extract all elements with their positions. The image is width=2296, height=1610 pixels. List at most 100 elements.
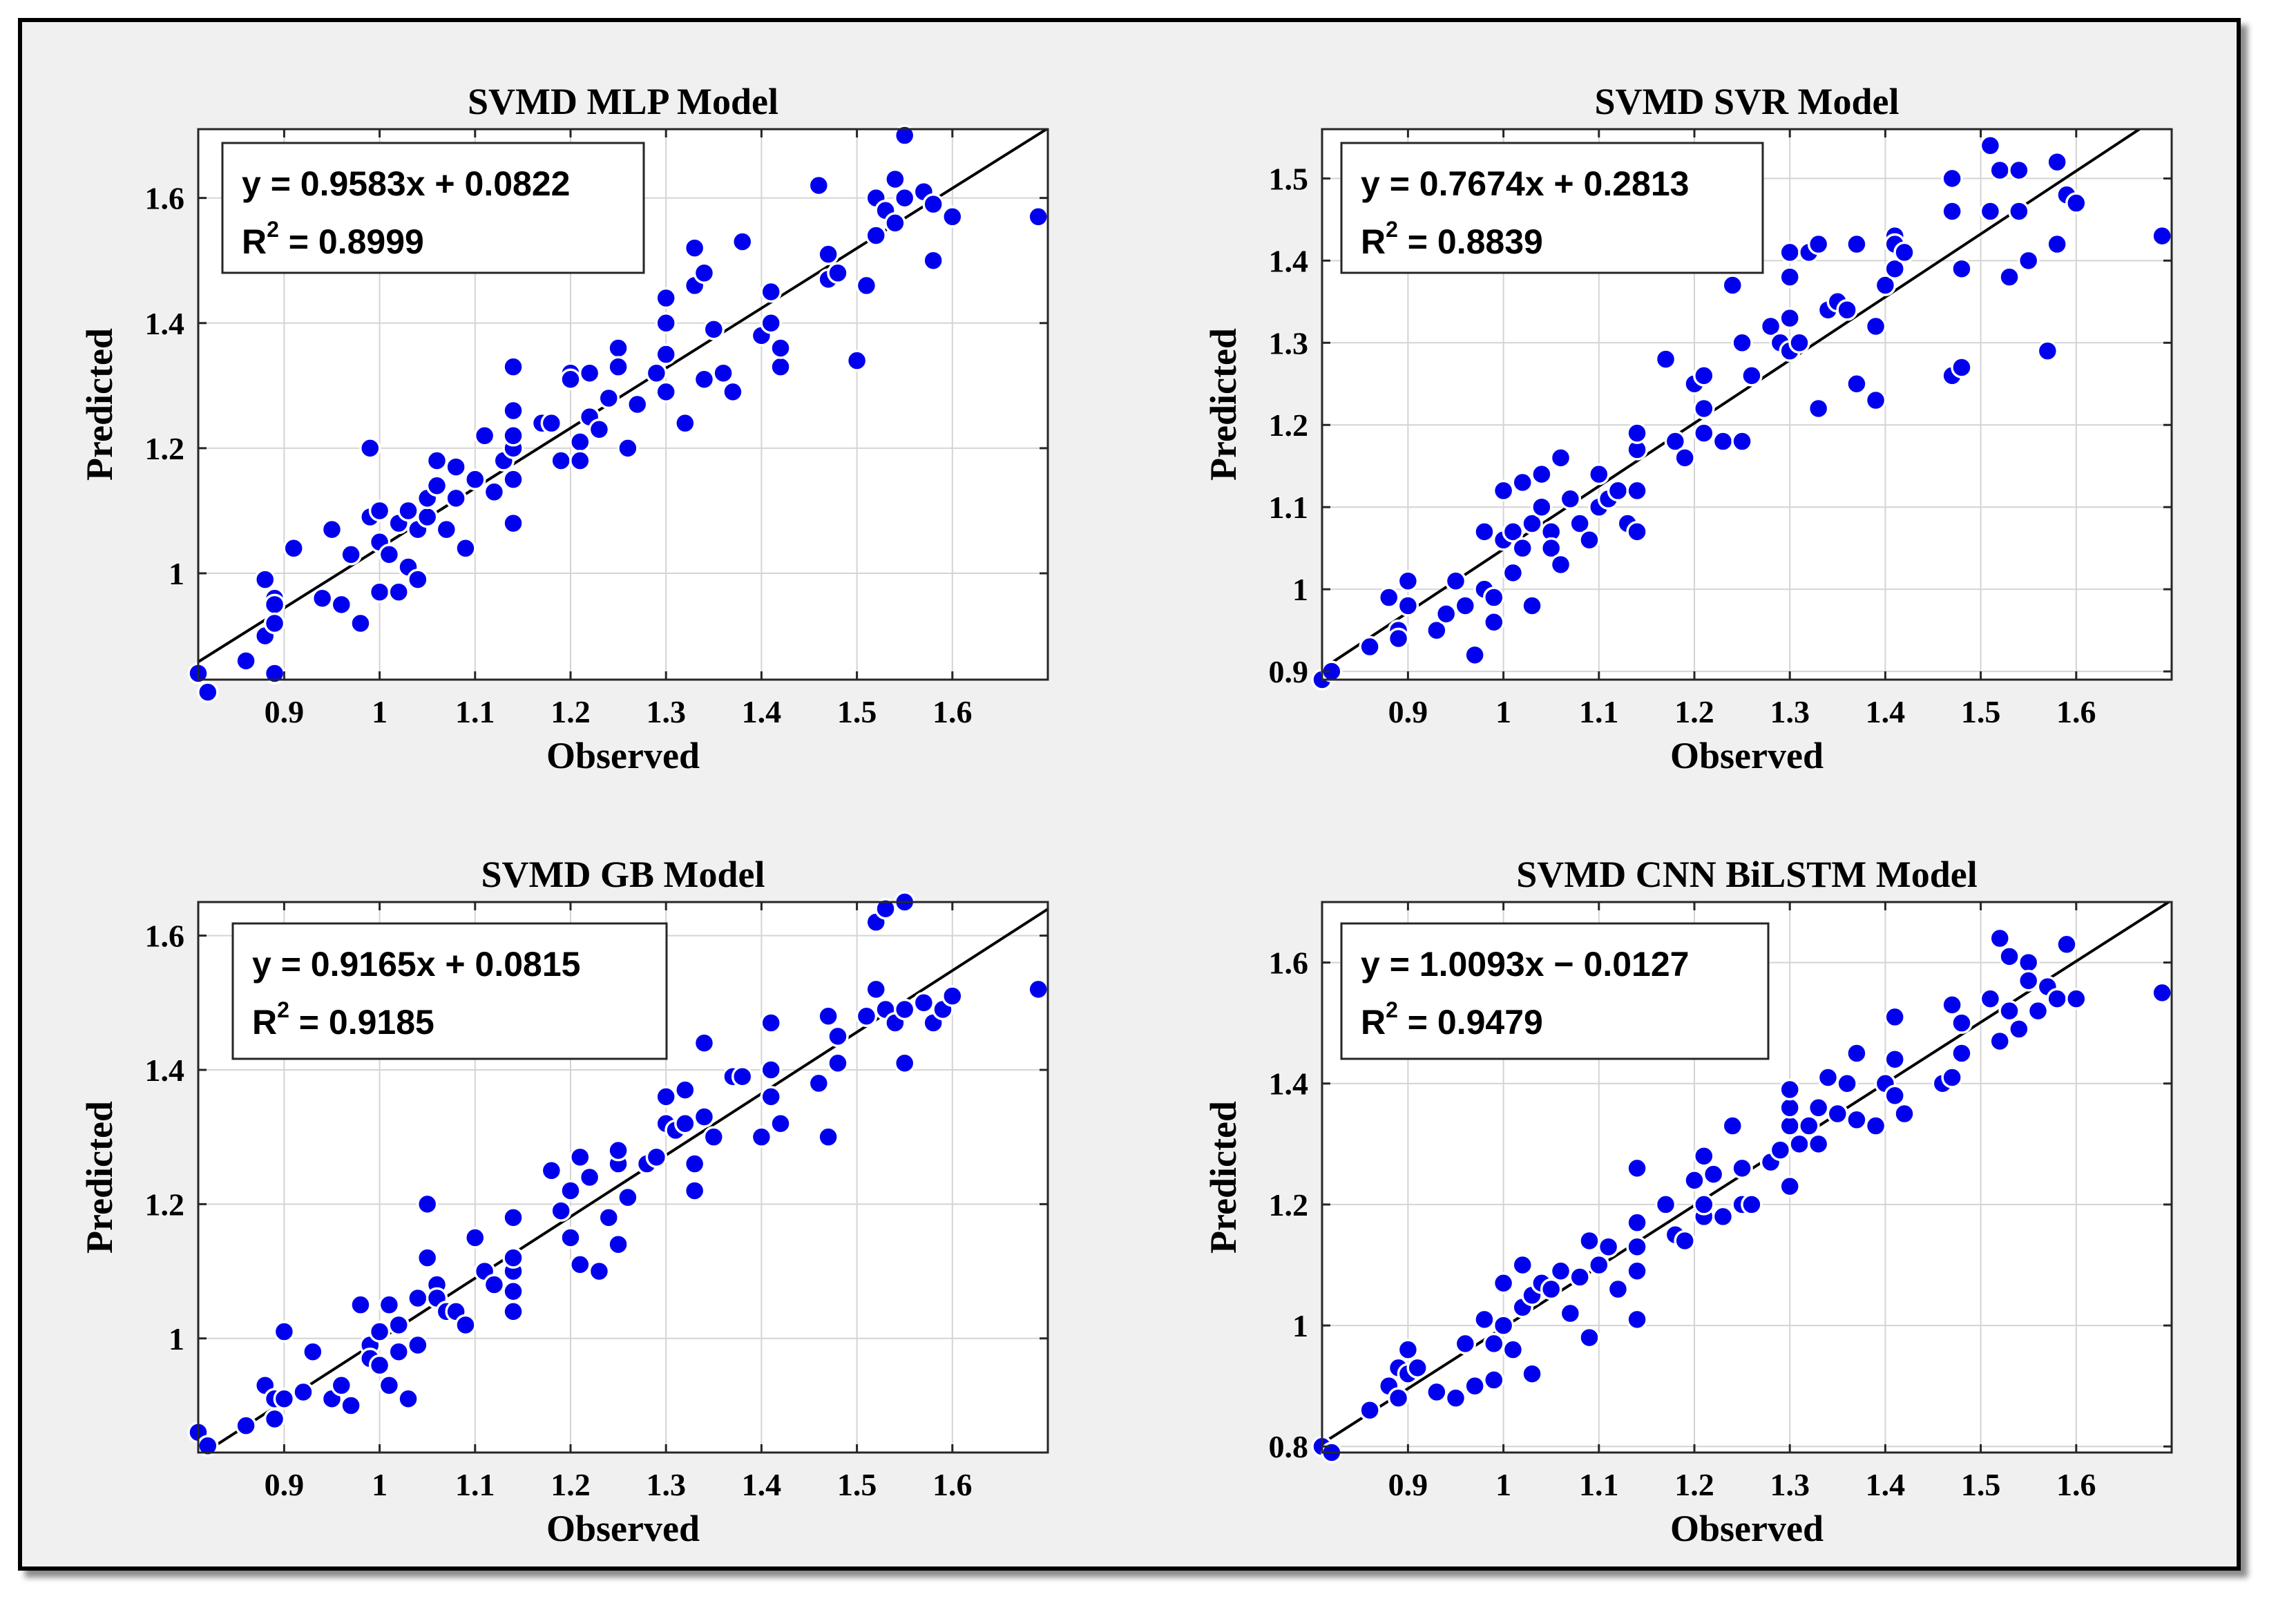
chart3-xtick-label: 1.4 [742, 1467, 782, 1502]
chart3-point [407, 1334, 429, 1357]
chart4-ytick-label: 1 [1292, 1308, 1308, 1343]
chart1-point [683, 237, 706, 259]
chart3-point [502, 1280, 524, 1303]
chart3-point [569, 1254, 591, 1276]
chart2-ytick-label: 1.4 [1269, 243, 1309, 278]
chart1-point [893, 186, 916, 209]
chart1-ytick-label: 1.6 [145, 181, 185, 216]
chart1-ylabel: Predicted [79, 328, 120, 481]
chart2-point [1521, 512, 1543, 535]
chart4-point [1884, 1048, 1906, 1071]
chart1-equation: y = 0.9583x + 0.0822 [242, 164, 570, 203]
chart2-point [1807, 233, 1830, 256]
chart2-title: SVMD SVR Model [1595, 81, 1900, 122]
chart2-point [2036, 340, 2059, 362]
chart2-point [2046, 233, 2068, 256]
chart1-point [941, 206, 964, 228]
chart4-point [1626, 1157, 1648, 1180]
chart2-point [1626, 479, 1648, 502]
chart3-ylabel: Predicted [79, 1101, 120, 1254]
chart3-point [302, 1341, 324, 1363]
chart3-xtick-label: 1.3 [646, 1467, 686, 1502]
chart4-equation: y = 1.0093x − 0.0127 [1361, 945, 1689, 984]
chart4-point [1540, 1278, 1562, 1301]
chart1-xtick-label: 1.6 [932, 694, 973, 729]
chart1-point [645, 362, 668, 384]
chart4-point [1941, 1066, 1963, 1089]
chart3-point [235, 1415, 257, 1437]
chart1-point [235, 650, 257, 672]
chart1-point [1027, 206, 1049, 228]
chart4-point [1817, 1066, 1839, 1089]
chart2-equation-box [1340, 142, 1764, 274]
chart2-point [1387, 627, 1410, 650]
chart1-point [502, 356, 524, 378]
chart4-point [1798, 1115, 1820, 1137]
chart2-point [1674, 447, 1696, 469]
chart4-point [1654, 1194, 1677, 1216]
chart4-point [1741, 1194, 1763, 1216]
chart4-point [1884, 1006, 1906, 1028]
chart1-r2-sup: 2 [267, 217, 279, 242]
chart3-point [855, 1005, 878, 1027]
chart1-point [865, 224, 887, 247]
chart3-xtick-label: 1.5 [837, 1467, 877, 1502]
chart3-point [388, 1341, 410, 1363]
chart1-r2: R2 = 0.8999 [242, 217, 424, 261]
chart3-ytick-label: 1.4 [145, 1053, 185, 1088]
chart1-axes-box [197, 128, 1049, 681]
chart4-point [1893, 1102, 1915, 1125]
chart2-point [1559, 488, 1582, 510]
chart2-ylabel: Predicted [1203, 328, 1244, 481]
chart3-point [368, 1321, 391, 1343]
chart2-ytick-label: 1.2 [1269, 408, 1309, 443]
chart4-xtick-label: 1.2 [1674, 1467, 1714, 1502]
chart1-point [855, 274, 878, 297]
chart1-point [626, 393, 649, 416]
chart1-point [807, 174, 830, 197]
chart3-point [330, 1374, 353, 1397]
chart1-point [330, 593, 353, 616]
chart2-point [1779, 241, 1801, 264]
chart3-point [559, 1227, 582, 1249]
chart2-xtick-label: 0.9 [1388, 694, 1428, 729]
chart2-point [1693, 422, 1715, 444]
chart3-r2: R2 = 0.9185 [252, 997, 434, 1042]
chart2-point [1483, 586, 1505, 608]
chart2-point [1444, 570, 1467, 593]
chart1-point [722, 381, 744, 403]
chart4-point [1979, 988, 2002, 1010]
chart3-equation-box [231, 922, 668, 1060]
chart4-point [1464, 1374, 1486, 1397]
chart2-point [1397, 595, 1419, 617]
chart4-point [1951, 1042, 1973, 1064]
chart1-point [769, 337, 792, 359]
chart3-point [693, 1106, 716, 1128]
chart2-point [1626, 422, 1648, 444]
chart4-point [1521, 1363, 1543, 1385]
chart4-point [1836, 1072, 1858, 1095]
chart1-point [340, 544, 362, 566]
chart1-point [502, 425, 524, 447]
chart4-point [1998, 999, 2020, 1022]
chart1-point [827, 262, 849, 285]
chart3-point [578, 1166, 601, 1189]
chart2-point [1454, 595, 1477, 617]
chart2-point [1473, 521, 1495, 543]
chart4-point [1989, 1030, 2011, 1053]
chart4-point [1951, 1012, 1973, 1034]
chart4-point [1626, 1236, 1648, 1258]
chart1-point [559, 368, 582, 391]
chart3-point [378, 1374, 401, 1397]
chart4-point [2046, 988, 2068, 1010]
chart2-point [1731, 332, 1753, 354]
chart2-point [2065, 192, 2087, 214]
chart2-point [1951, 258, 1973, 280]
chart1-point [359, 437, 381, 459]
chart2-ytick-label: 1 [1292, 572, 1308, 607]
chart4-xtick-label: 1 [1495, 1467, 1511, 1502]
chart2-ytick-label: 1.3 [1269, 325, 1309, 361]
chart4-point [1511, 1254, 1533, 1276]
chart2-point [1693, 365, 1715, 387]
chart1-panel: 0.9 1 1.1 1.2 1.3 1.4 1.5 1.6 1 1.2 1.4 1.6 SVMD MLP… [79, 81, 1049, 776]
